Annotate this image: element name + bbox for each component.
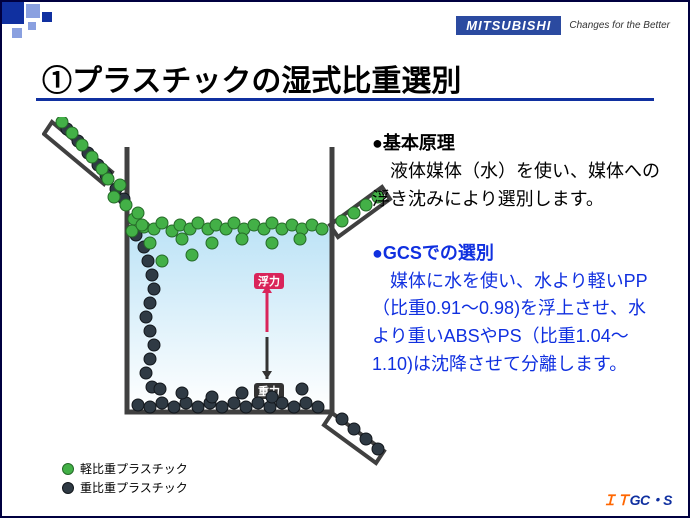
brand-logo: MITSUBISHI xyxy=(456,16,561,35)
bullet-icon: ● xyxy=(372,243,383,263)
slide-title: ①プラスチックの湿式比重選別 xyxy=(42,56,461,104)
section1-body: 液体媒体（水）を使い、媒体への浮き沈みにより選別します。 xyxy=(372,161,660,209)
footer-logo: ＩＴGC・S xyxy=(603,490,672,510)
legend-heavy-dot xyxy=(62,482,74,494)
legend-heavy-label: 重比重プラスチック xyxy=(80,479,188,498)
section2-body: 媒体に水を使い、水より軽いPP（比重0.91～0.98)を浮上させ、水より重いA… xyxy=(372,271,648,375)
brand-tagline: Changes for the Better xyxy=(569,20,670,31)
slide-frame: MITSUBISHI Changes for the Better ①プラスチッ… xyxy=(0,0,690,518)
header-bar: MITSUBISHI Changes for the Better xyxy=(456,16,670,35)
legend: 軽比重プラスチック 重比重プラスチック xyxy=(62,460,188,498)
bullet-icon: ● xyxy=(372,133,383,153)
section2-head: GCSでの選別 xyxy=(383,243,494,263)
legend-heavy: 重比重プラスチック xyxy=(62,479,188,498)
legend-light-dot xyxy=(62,463,74,475)
legend-light-label: 軽比重プラスチック xyxy=(80,460,188,479)
svg-text:浮力: 浮力 xyxy=(258,274,280,288)
section-gcs: ●GCSでの選別 媒体に水を使い、水より軽いPP（比重0.91～0.98)を浮上… xyxy=(372,240,662,379)
spacer xyxy=(372,214,662,240)
title-underline xyxy=(36,98,654,101)
section1-head: 基本原理 xyxy=(383,133,455,153)
separation-diagram: 浮力重力 xyxy=(42,117,362,457)
corner-decoration xyxy=(2,2,162,52)
legend-light: 軽比重プラスチック xyxy=(62,460,188,479)
section-basic-principle: ●基本原理 液体媒体（水）を使い、媒体への浮き沈みにより選別します。 xyxy=(372,130,662,214)
explanation-text: ●基本原理 液体媒体（水）を使い、媒体への浮き沈みにより選別します。 ●GCSで… xyxy=(372,130,662,379)
